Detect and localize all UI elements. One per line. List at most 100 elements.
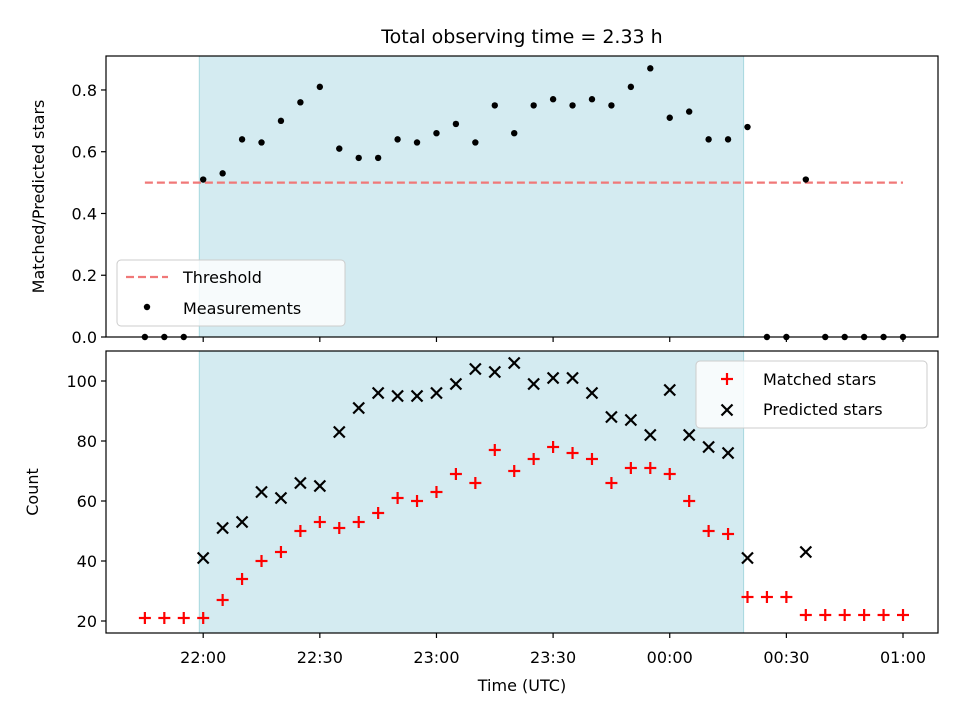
predicted-stars-points — [196, 356, 813, 565]
y-tick-label: 0.8 — [72, 81, 97, 100]
matched-point — [508, 465, 521, 477]
y-tick-label: 0.2 — [72, 266, 97, 285]
top-legend-box — [116, 259, 346, 327]
measurement-point — [511, 129, 518, 137]
chart-title: Total observing time = 2.33 h — [380, 26, 662, 48]
predicted-point — [702, 440, 715, 454]
measurement-point — [685, 108, 693, 115]
top-y-ticks: 0.0 0.2 0.4 0.6 0.8 — [72, 81, 106, 347]
measurement-point — [549, 96, 557, 103]
matched-point — [197, 612, 210, 624]
measurement-point — [744, 123, 751, 131]
matched-point — [663, 468, 676, 480]
y-tick-label: 60 — [77, 492, 97, 511]
cross-b — [196, 551, 210, 565]
cross-b — [449, 377, 463, 391]
matched-point — [780, 591, 793, 603]
cross-b — [469, 362, 482, 376]
matched-point — [352, 516, 365, 528]
matched-point — [138, 612, 151, 624]
x-tick-label: 22:30 — [297, 648, 343, 667]
cross-b — [527, 377, 540, 391]
bottom-legend-box — [695, 360, 928, 429]
cross-b — [488, 365, 502, 379]
measurement-point — [666, 114, 673, 121]
y-tick-label: 0.6 — [72, 143, 97, 162]
measurement-point — [199, 176, 207, 183]
predicted-point — [430, 386, 443, 400]
matched-point — [838, 609, 851, 621]
measurement-point — [588, 96, 596, 103]
matched-point — [741, 591, 754, 603]
top-measurement-points — [141, 65, 907, 341]
matched-point — [702, 525, 715, 537]
predicted-point — [391, 389, 404, 403]
x-tick-label: 23:30 — [530, 648, 576, 667]
predicted-point — [741, 551, 754, 565]
top-y-axis-label: Matched/Predicted stars — [29, 100, 48, 294]
cross-b — [566, 371, 579, 385]
legend-predicted-label: Predicted stars — [763, 400, 883, 419]
cross-b — [605, 410, 618, 424]
predicted-point — [410, 389, 424, 403]
cross-b — [216, 521, 229, 535]
measurement-point — [802, 176, 810, 183]
bottom-panel: 20 40 60 80 100 22:00 22:30 23:00 23:30 00:00 00:… — [23, 350, 939, 695]
cross-b — [585, 386, 599, 400]
x-tick-label: 00:30 — [763, 648, 809, 667]
matched-point — [760, 591, 773, 603]
cross-b — [720, 403, 734, 417]
predicted-point — [663, 383, 677, 397]
y-tick-label: 40 — [77, 552, 97, 571]
cross-b — [624, 413, 638, 427]
predicted-point — [294, 476, 307, 490]
predicted-point — [527, 377, 540, 391]
cross-b — [235, 515, 249, 529]
matched-point — [411, 495, 424, 507]
matched-point — [391, 492, 404, 504]
predicted-point — [313, 479, 327, 493]
matched-point — [177, 612, 190, 624]
matched-point — [158, 612, 171, 624]
cross-b — [702, 440, 715, 454]
cross-b — [663, 383, 677, 397]
cross-b — [391, 389, 404, 403]
bottom-x-ticks: 22:00 22:30 23:00 23:30 00:00 00:30 01:00 — [180, 633, 926, 667]
cross-b — [410, 389, 424, 403]
predicted-point — [644, 428, 657, 442]
predicted-point — [449, 377, 463, 391]
predicted-point — [235, 515, 249, 529]
bottom-y-ticks: 20 40 60 80 100 — [66, 372, 106, 631]
y-tick-label: 20 — [77, 612, 97, 631]
measurement-point — [724, 136, 732, 143]
measurement-point — [336, 145, 343, 152]
x-tick-label: 01:00 — [880, 648, 926, 667]
measurement-point — [608, 102, 615, 109]
predicted-point — [624, 413, 638, 427]
cross-b — [546, 371, 560, 385]
predicted-point — [352, 401, 365, 415]
matched-point — [877, 609, 890, 621]
matched-point — [255, 555, 268, 567]
measurement-point — [491, 102, 498, 109]
bottom-legend: Matched stars Predicted stars — [695, 360, 928, 429]
measurement-point — [627, 83, 635, 91]
measurement-point — [433, 129, 440, 137]
measurement-point — [452, 120, 460, 128]
cross-b — [682, 428, 696, 442]
matched-point — [274, 546, 287, 558]
top-legend: Threshold Measurements — [116, 259, 346, 327]
measurement-point — [569, 102, 576, 109]
predicted-point — [332, 425, 346, 439]
cross-b — [332, 425, 346, 439]
matched-point — [799, 609, 812, 621]
predicted-point — [682, 428, 696, 442]
measurement-point — [258, 139, 265, 146]
y-tick-label: 100 — [66, 372, 97, 391]
predicted-point — [721, 446, 735, 460]
legend-matched-swatch — [721, 373, 733, 385]
cross-b — [274, 491, 288, 505]
legend-matched-label: Matched stars — [763, 370, 876, 389]
cross-b — [507, 356, 521, 370]
